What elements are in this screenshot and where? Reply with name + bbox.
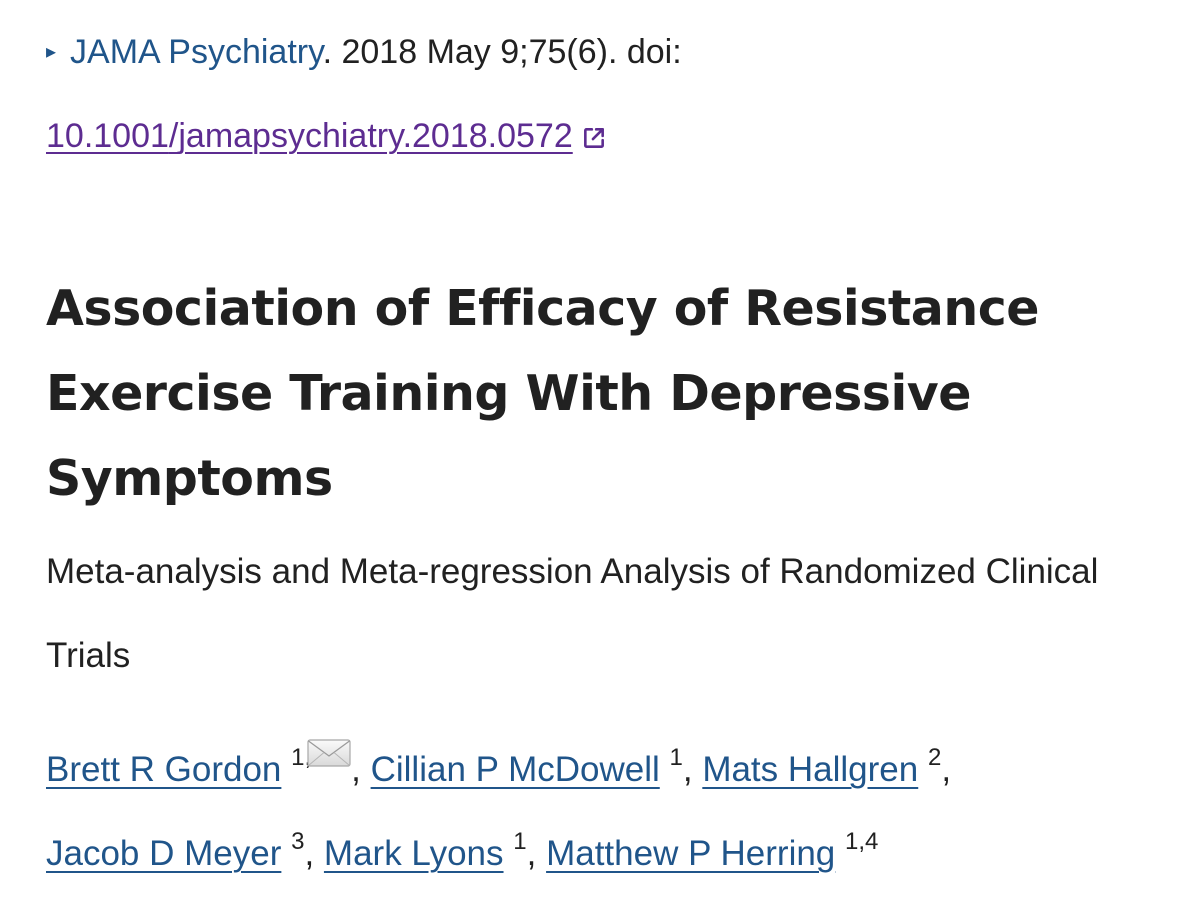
doi-separator: /	[168, 117, 179, 155]
author-separator: ,	[682, 750, 703, 789]
author-link[interactable]: Mark Lyons	[323, 834, 504, 873]
article-subtitle: Meta-analysis and Meta-regression Analys…	[46, 552, 1099, 675]
envelope-icon[interactable]	[307, 739, 351, 767]
author-link[interactable]: Mats Hallgren	[702, 750, 919, 789]
expand-triangle-icon[interactable]: ▸	[46, 41, 57, 63]
author-link[interactable]: Brett R Gordon	[46, 750, 282, 789]
author-separator: ,	[941, 750, 952, 789]
author-separator: ,	[304, 834, 324, 873]
affiliation-ref[interactable]: 1	[513, 828, 527, 855]
citation-line: ▸ JAMA Psychiatry. 2018 May 9;75(6). doi:	[46, 28, 682, 76]
affiliation-ref[interactable]: 2	[927, 744, 942, 771]
affiliation-ref[interactable]: 1	[669, 744, 683, 771]
author-separator: ,	[351, 750, 371, 789]
external-link-icon[interactable]	[581, 125, 607, 151]
doi-suffix: jamapsychiatry.2018.0572	[178, 117, 573, 155]
author-list: Brett R Gordon 1, , Cillian P McDowell 1…	[46, 728, 1166, 896]
article-title: Association of Efficacy of Resistance Ex…	[46, 280, 1040, 507]
doi-prefix: 10.1001	[46, 117, 169, 155]
affiliation-ref[interactable]: 3	[291, 828, 305, 855]
author-separator: ,	[526, 834, 547, 873]
affiliation-ref[interactable]: 1,4	[845, 828, 879, 855]
citation-details: . 2018 May 9;75(6). doi:	[322, 33, 682, 71]
author-link[interactable]: Cillian P McDowell	[370, 750, 660, 789]
doi-line: 10.1001/jamapsychiatry.2018.0572	[46, 112, 607, 160]
doi-link[interactable]: 10.1001/jamapsychiatry.2018.0572	[46, 117, 573, 155]
journal-name[interactable]: JAMA Psychiatry	[70, 33, 323, 71]
author-link[interactable]: Matthew P Herring	[546, 834, 836, 873]
affiliation-ref[interactable]: 1,	[291, 744, 312, 771]
author-link[interactable]: Jacob D Meyer	[46, 834, 282, 873]
